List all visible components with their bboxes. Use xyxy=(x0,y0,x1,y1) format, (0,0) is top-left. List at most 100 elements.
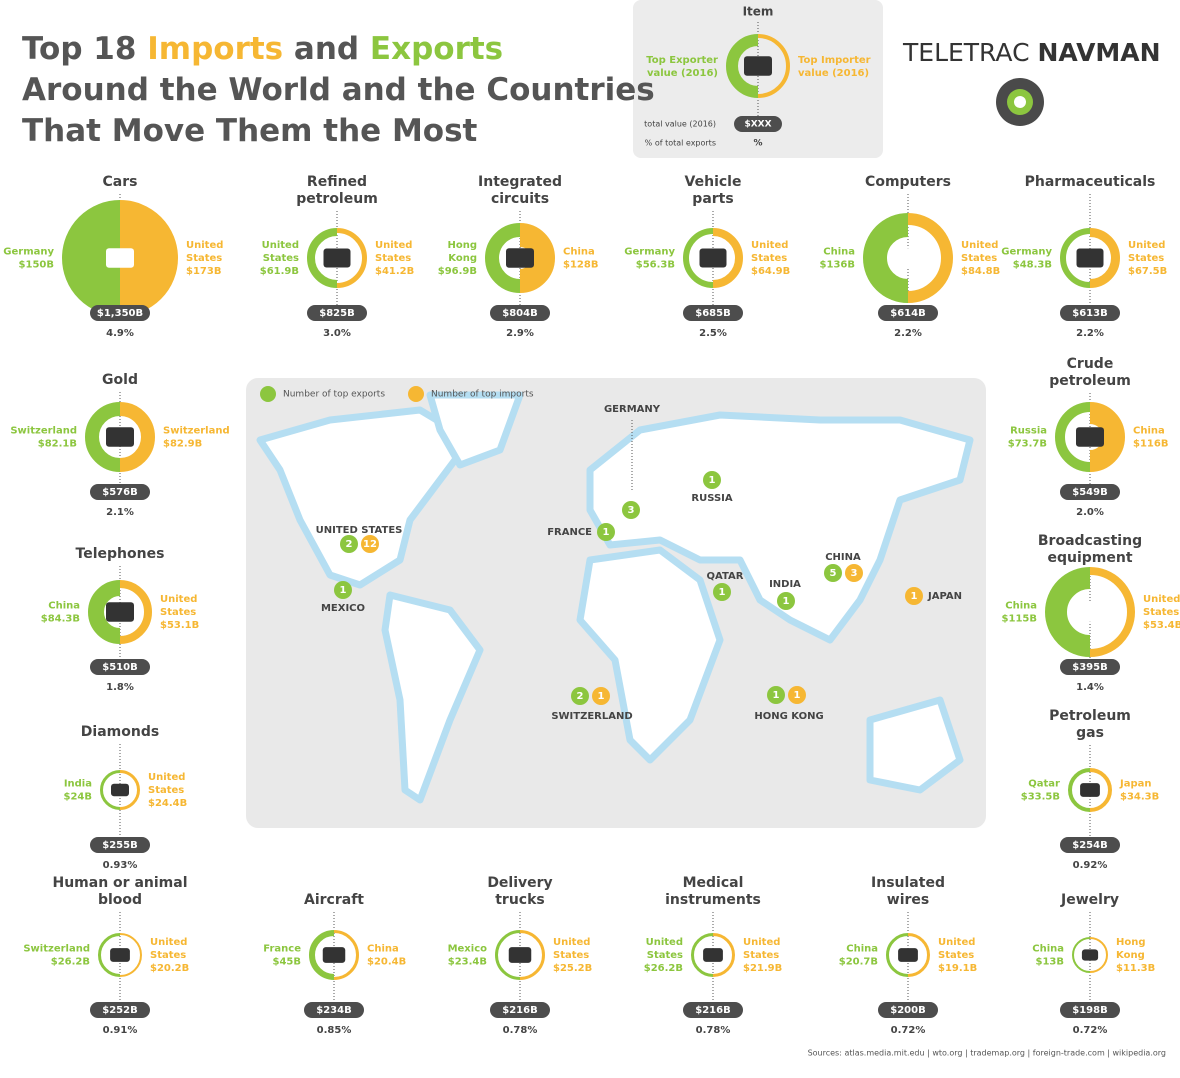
imports-count: 1 xyxy=(911,591,918,602)
country: States xyxy=(148,785,184,796)
country: States xyxy=(743,950,779,961)
country: United xyxy=(553,937,590,948)
total-pill xyxy=(90,484,150,500)
legend-importer: Top Importer xyxy=(798,55,871,66)
exports-dot xyxy=(334,581,352,599)
country: States xyxy=(938,950,974,961)
total-value: $510B xyxy=(102,662,137,673)
trade-value: $25.2B xyxy=(553,963,592,974)
trade-value: $56.3B xyxy=(636,260,675,271)
importer-ring xyxy=(336,228,367,288)
trade-value: $21.9B xyxy=(743,963,782,974)
imports-count: 1 xyxy=(598,691,605,702)
share: 0.78% xyxy=(503,1025,538,1036)
country-label: RUSSIA xyxy=(691,493,732,504)
item-name: Broadcasting xyxy=(1038,533,1142,549)
country: Kong xyxy=(1116,950,1145,961)
country: States xyxy=(186,253,222,264)
trade-value: $34.3B xyxy=(1120,792,1159,803)
country-label: GERMANY xyxy=(604,404,661,415)
total-pill xyxy=(734,116,782,132)
exports-count: 2 xyxy=(346,539,353,550)
exports-dot xyxy=(571,687,589,705)
legend-dot xyxy=(260,386,276,402)
share: 0.72% xyxy=(891,1025,926,1036)
importer-ring xyxy=(519,223,555,293)
title-part: That Move Them the Most xyxy=(22,113,478,149)
trade-value: $67.5B xyxy=(1128,266,1167,277)
item-icon xyxy=(323,248,351,268)
item-name: wires xyxy=(887,892,929,908)
trade-value: $115B xyxy=(1002,614,1037,625)
trade-value: $20.7B xyxy=(839,957,878,968)
trade-value: $26.2B xyxy=(51,957,90,968)
total-pill xyxy=(490,305,550,321)
total-value: $395B xyxy=(1072,662,1107,673)
total-pill xyxy=(90,305,150,321)
country: States xyxy=(751,253,787,264)
trade-value: $150B xyxy=(19,260,54,271)
exports-dot xyxy=(340,535,358,553)
continent xyxy=(426,391,524,469)
item-name: parts xyxy=(692,191,733,207)
country: States xyxy=(1143,607,1179,618)
total-value: $1,350B xyxy=(97,308,143,319)
exporter-ring xyxy=(485,223,521,293)
trade-value: $41.2B xyxy=(375,266,414,277)
exporter-ring xyxy=(98,933,121,977)
trade-value: $19.1B xyxy=(938,963,977,974)
total-value: $804B xyxy=(502,308,537,319)
country-label: JAPAN xyxy=(927,591,962,602)
total-value: $613B xyxy=(1072,308,1107,319)
exporter-ring xyxy=(886,933,909,977)
country: China xyxy=(1032,944,1064,955)
item-name: Integrated xyxy=(478,174,562,190)
country: China xyxy=(846,944,878,955)
trade-value: $33.5B xyxy=(1021,792,1060,803)
brand: TELETRAC NAVMAN xyxy=(902,38,1161,67)
item-icon xyxy=(1081,949,1099,961)
importer-ring xyxy=(119,933,142,977)
legend-total: $XXX xyxy=(744,120,771,130)
item-icon xyxy=(703,948,723,962)
title-part: Imports xyxy=(147,31,283,67)
country: United xyxy=(1128,240,1165,251)
legend-label: % of total exports xyxy=(645,139,716,148)
country: United xyxy=(160,594,197,605)
country: United xyxy=(938,937,975,948)
legend-exporter: Top Exporter xyxy=(646,55,718,66)
item-icon xyxy=(111,783,129,797)
map-legend: Number of top imports xyxy=(431,390,534,400)
exporter-ring xyxy=(683,228,714,288)
country-label: CHINA xyxy=(825,552,861,563)
share: 0.72% xyxy=(1073,1025,1108,1036)
share: 0.92% xyxy=(1073,860,1108,871)
importer-ring xyxy=(119,580,152,644)
exports-count: 2 xyxy=(577,691,584,702)
exports-dot xyxy=(703,471,721,489)
item-name: Pharmaceuticals xyxy=(1025,174,1156,190)
country: China xyxy=(1133,426,1165,437)
share: 1.8% xyxy=(106,682,134,693)
country: United xyxy=(961,240,998,251)
total-value: $216B xyxy=(502,1005,537,1016)
item-name: equipment xyxy=(1047,550,1132,566)
trade-value: $26.2B xyxy=(644,963,683,974)
country: States xyxy=(375,253,411,264)
item-icon xyxy=(1076,248,1104,268)
total-pill xyxy=(878,1002,938,1018)
total-value: $825B xyxy=(319,308,354,319)
country: States xyxy=(160,607,196,618)
exporter-ring xyxy=(495,930,521,980)
total-pill xyxy=(1060,305,1120,321)
item-icon xyxy=(508,947,532,963)
imports-dot xyxy=(845,564,863,582)
country-label: UNITED STATES xyxy=(316,525,403,536)
continent xyxy=(381,591,484,804)
item-icon xyxy=(699,248,727,268)
title-part: Around the World and the Countries xyxy=(22,72,655,108)
brand-part: NAVMAN xyxy=(1038,38,1161,67)
item-icon xyxy=(106,248,134,268)
item-icon xyxy=(744,56,772,76)
share: 0.93% xyxy=(103,860,138,871)
